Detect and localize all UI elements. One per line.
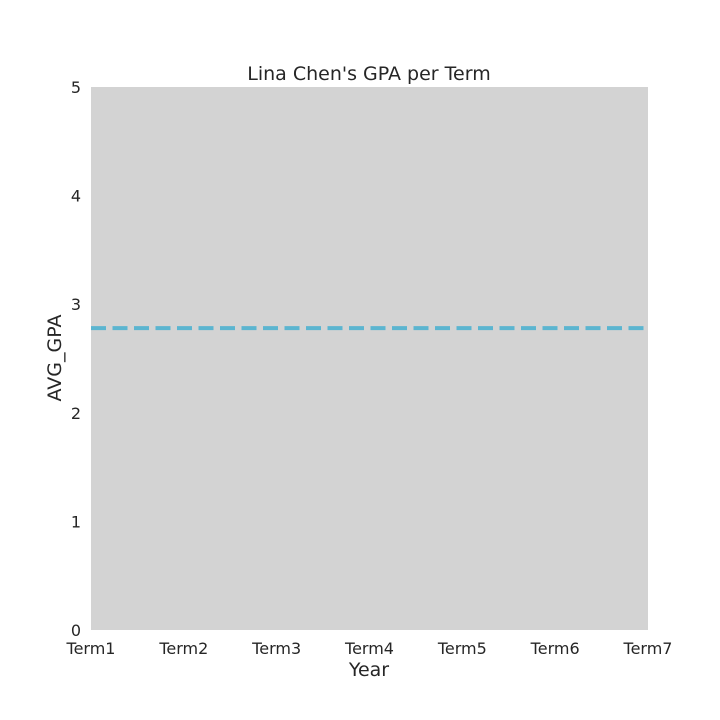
- x-axis-title: Year: [348, 659, 389, 681]
- x-tick-label: Term3: [251, 639, 301, 658]
- y-tick-label: 5: [71, 78, 81, 97]
- y-tick-label: 0: [71, 621, 81, 640]
- x-tick-label: Term7: [623, 639, 673, 658]
- x-tick-label: Term1: [66, 639, 116, 658]
- x-tick-label: Term2: [158, 639, 208, 658]
- x-tick-labels: Term1 Term2 Term3 Term4 Term5 Term6 Term7: [66, 639, 673, 658]
- y-axis-title: AVG_GPA: [44, 315, 66, 402]
- y-tick-label: 2: [71, 404, 81, 423]
- x-tick-label: Term5: [437, 639, 487, 658]
- y-tick-label: 3: [71, 295, 81, 314]
- x-tick-label: Term4: [344, 639, 394, 658]
- y-tick-label: 4: [71, 187, 81, 206]
- y-tick-label: 1: [71, 512, 81, 531]
- plot-area: [91, 87, 648, 630]
- chart-title: Lina Chen's GPA per Term: [247, 63, 490, 85]
- y-tick-labels: 0 1 2 3 4 5: [71, 78, 81, 640]
- x-tick-label: Term6: [530, 639, 580, 658]
